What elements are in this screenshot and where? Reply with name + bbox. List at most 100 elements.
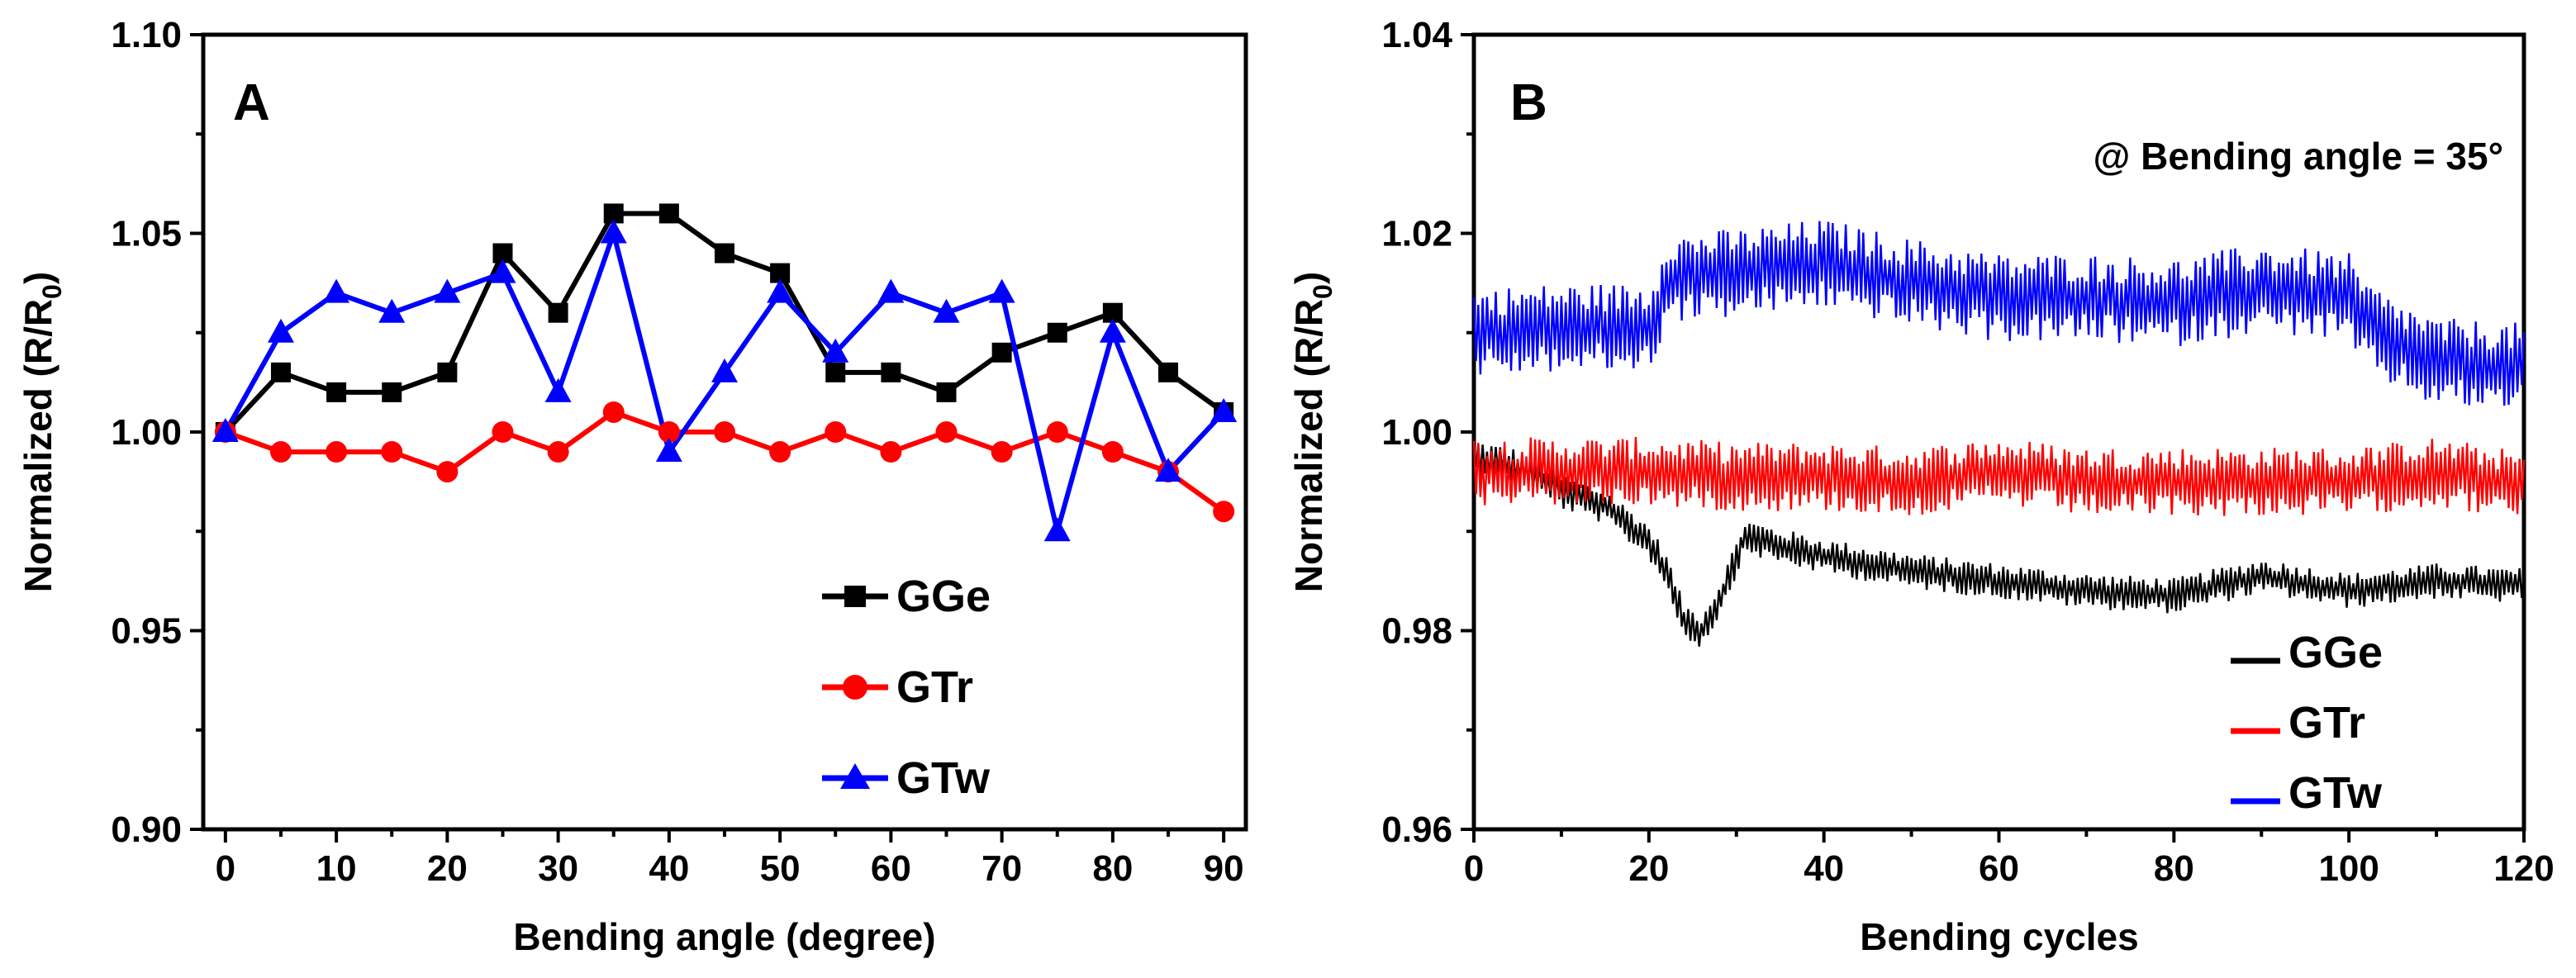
legend-label-gtr: GTr — [896, 662, 973, 712]
legend-entry-gtr: GTr — [822, 662, 973, 712]
panel-b-y-tick-label: 1.04 — [1381, 15, 1452, 55]
point-gtw — [1043, 517, 1071, 542]
point-gtr — [547, 441, 569, 463]
legend-b-label-gtw: GTw — [2288, 768, 2383, 818]
legend-b-label-gge: GGe — [2288, 628, 2383, 677]
panel-b-x-tick-label: 80 — [2154, 848, 2194, 889]
point-gtr — [269, 441, 292, 463]
point-gtw — [267, 318, 294, 343]
panel-b-x-tick-label: 60 — [1979, 848, 2019, 889]
point-gtr — [1046, 421, 1068, 443]
panel-b-x-tick-label: 20 — [1628, 848, 1669, 889]
point-gtr — [769, 441, 791, 463]
point-gtr — [1101, 441, 1124, 463]
point-gtw — [323, 278, 350, 303]
point-gtr — [492, 421, 514, 443]
point-gtr — [880, 441, 902, 463]
point-gtw — [1155, 458, 1182, 482]
series-trace-gge — [1472, 443, 2526, 647]
panel-b-y-tick-label: 0.96 — [1381, 809, 1452, 850]
point-gtr — [658, 421, 680, 443]
panel-b-legend: GGe GTr GTw — [2231, 628, 2383, 818]
point-gtw — [211, 418, 239, 442]
point-gtw — [767, 278, 794, 303]
point-gtw — [988, 278, 1015, 303]
point-gge — [1047, 322, 1067, 343]
point-gge — [715, 243, 734, 263]
panel-b-x-tick-label: 100 — [2318, 848, 2379, 889]
point-gtr — [714, 421, 735, 443]
point-gtw — [1210, 397, 1238, 422]
panel-b-x-tick-label: 0 — [1464, 848, 1484, 889]
panel-a-x-tick-label: 0 — [216, 848, 235, 889]
point-gge — [825, 362, 846, 382]
panel-b-chart: 0 20 40 60 80 100 120 0.96 0.98 1.00 1.02 1.04 B @ … — [1287, 15, 2555, 958]
point-gtw — [1099, 318, 1126, 343]
point-gtw — [655, 438, 682, 463]
panel-b-y-tick-label: 0.98 — [1381, 611, 1452, 652]
panel-a-x-tick-label: 20 — [427, 848, 468, 889]
panel-b-x-tick-label: 40 — [1804, 848, 1844, 889]
panel-a-x-tick-label: 90 — [1204, 848, 1244, 889]
legend-marker-gtr — [843, 675, 867, 700]
panel-b-annotation: @ Bending angle = 35° — [2093, 135, 2503, 178]
legend-label-gtw: GTw — [896, 753, 991, 803]
panel-a-x-tick-label: 50 — [760, 848, 801, 889]
panel-a-x-axis-title: Bending angle (degree) — [513, 915, 935, 958]
point-gtw — [711, 358, 738, 382]
panel-a-label: A — [233, 74, 270, 131]
point-gge — [382, 382, 402, 402]
point-gtw — [877, 278, 905, 303]
series-trace-gtr — [1472, 437, 2526, 516]
legend-b-entry-gtr: GTr — [2231, 698, 2365, 748]
point-gtw — [600, 219, 627, 244]
point-gge — [326, 382, 347, 402]
point-gtw — [822, 338, 849, 363]
point-gtw — [489, 259, 516, 283]
panel-a-y-tick-label: 0.90 — [111, 809, 182, 850]
panel-b-x-axis-title: Bending cycles — [1860, 915, 2138, 958]
point-gge — [936, 382, 957, 402]
panel-a-chart: 0 10 20 30 40 50 60 70 80 900.900.951.001.051.10 … — [17, 15, 1248, 958]
panel-a-x-tick-label: 80 — [1092, 848, 1133, 889]
panel-a-x-tick-label: 40 — [649, 848, 689, 889]
point-gge — [270, 362, 291, 382]
panel-a-x-tick-label: 70 — [981, 848, 1022, 889]
point-gtr — [991, 441, 1013, 463]
legend-label-gge: GGe — [896, 572, 991, 621]
legend-b-entry-gtw: GTw — [2231, 768, 2383, 818]
legend-marker-gtw — [840, 763, 870, 789]
point-gtr — [326, 441, 348, 463]
panel-b-y-axis-title: Normalized (R/R0) — [1287, 272, 1338, 592]
legend-entry-gtw: GTw — [822, 753, 991, 803]
panel-b-y-tick-label: 1.02 — [1381, 214, 1452, 254]
panel-a-y-axis-title: Normalized (R/R0) — [17, 272, 67, 592]
point-gtw — [933, 298, 960, 323]
point-gtw — [544, 377, 572, 402]
panel-a-y-tick-label: 1.05 — [111, 214, 182, 254]
panel-a-x-tick-label: 30 — [538, 848, 578, 889]
series-line-gtw — [223, 230, 1226, 534]
point-gtr — [1213, 501, 1235, 523]
legend-entry-gge: GGe — [822, 572, 991, 621]
panel-b-label: B — [1510, 74, 1547, 131]
point-gtr — [602, 401, 625, 423]
point-gge — [1158, 362, 1179, 382]
panel-a-legend: GGe GTr GTw — [822, 572, 991, 803]
panel-a-y-tick-label: 0.95 — [111, 611, 182, 652]
panel-a-x-tick-label: 10 — [316, 848, 357, 889]
point-gge — [881, 362, 901, 382]
point-gge — [548, 302, 568, 323]
series-trace-gtw — [1472, 221, 2526, 406]
point-gge — [658, 203, 679, 224]
point-gtw — [378, 298, 406, 323]
point-gtr — [381, 441, 403, 463]
legend-marker-gge — [844, 586, 866, 607]
point-gtr — [935, 421, 958, 443]
panel-b-y-tick-label: 1.00 — [1381, 412, 1452, 453]
legend-b-entry-gge: GGe — [2231, 628, 2383, 677]
point-gtr — [436, 461, 459, 483]
panel-a-y-tick-label: 1.00 — [111, 412, 182, 453]
legend-b-label-gtr: GTr — [2288, 698, 2365, 748]
